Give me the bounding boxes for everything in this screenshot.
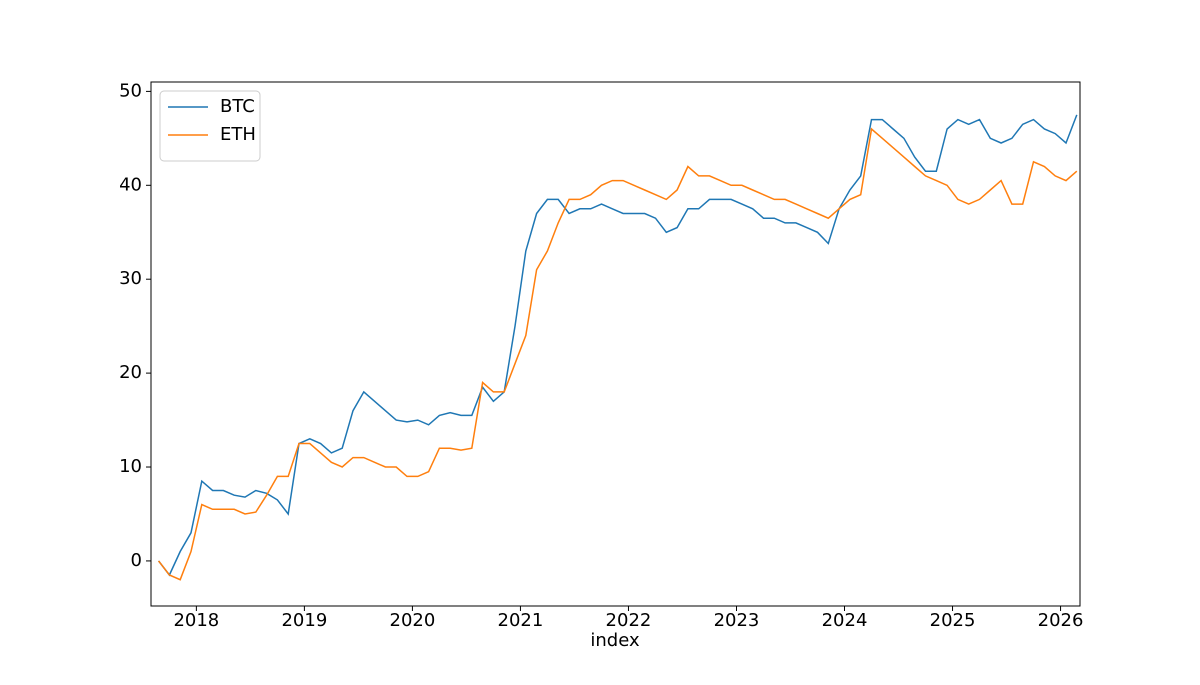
y-tick-label: 0 bbox=[131, 550, 142, 571]
legend-label: BTC bbox=[220, 96, 255, 117]
data-line bbox=[158, 127, 1078, 581]
x-tick-label: 2020 bbox=[390, 610, 436, 631]
x-tick-label: 2026 bbox=[1038, 610, 1084, 631]
plot-frame bbox=[150, 81, 1081, 607]
x-tick-label: 2023 bbox=[714, 610, 760, 631]
y-tick-label: 40 bbox=[119, 174, 142, 195]
y-tick-label: 50 bbox=[119, 80, 142, 101]
y-tick-label: 30 bbox=[119, 268, 142, 289]
x-tick-label: 2024 bbox=[822, 610, 868, 631]
x-axis-label: index bbox=[590, 630, 640, 651]
x-tick-label: 2025 bbox=[930, 610, 976, 631]
legend-label: ETH bbox=[220, 124, 256, 145]
x-tick-label: 2021 bbox=[498, 610, 544, 631]
data-line bbox=[158, 114, 1078, 577]
y-tick-label: 10 bbox=[119, 456, 142, 477]
x-tick-label: 2022 bbox=[606, 610, 652, 631]
legend-box bbox=[159, 90, 261, 162]
x-tick-label: 2018 bbox=[173, 610, 219, 631]
x-tick-label: 2019 bbox=[281, 610, 327, 631]
y-tick-label: 20 bbox=[119, 362, 142, 383]
